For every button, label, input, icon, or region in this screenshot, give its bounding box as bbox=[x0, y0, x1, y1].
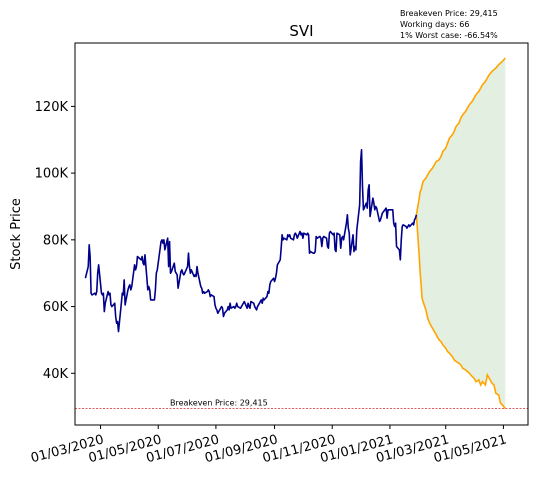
plot-frame bbox=[74, 42, 529, 426]
price-history-line bbox=[84, 148, 418, 333]
info-box: Breakeven Price: 29,415 Working days: 66 1… bbox=[400, 9, 498, 40]
breakeven-label: Breakeven Price: 29,415 bbox=[170, 399, 268, 408]
y-tick-label: 80K bbox=[43, 233, 69, 248]
y-tick-label: 40K bbox=[43, 367, 69, 382]
lower-projection-line bbox=[415, 214, 506, 410]
info-line: Breakeven Price: 29,415 bbox=[400, 9, 498, 18]
y-axis-label: Stock Price bbox=[9, 198, 24, 270]
y-tick-label: 60K bbox=[43, 300, 69, 315]
breakeven-layer: Breakeven Price: 29,415 bbox=[75, 399, 528, 410]
confidence-band-layer bbox=[416, 58, 506, 409]
y-tick-label: 120K bbox=[35, 100, 69, 115]
info-line: 1% Worst case: -66.54% bbox=[400, 31, 498, 40]
upper-projection-line bbox=[415, 57, 506, 215]
info-line: Working days: 66 bbox=[400, 20, 469, 29]
chart-title: SVI bbox=[289, 22, 313, 40]
series-layer bbox=[84, 57, 506, 410]
y-tick-label: 100K bbox=[35, 167, 69, 182]
confidence-band bbox=[416, 58, 506, 409]
